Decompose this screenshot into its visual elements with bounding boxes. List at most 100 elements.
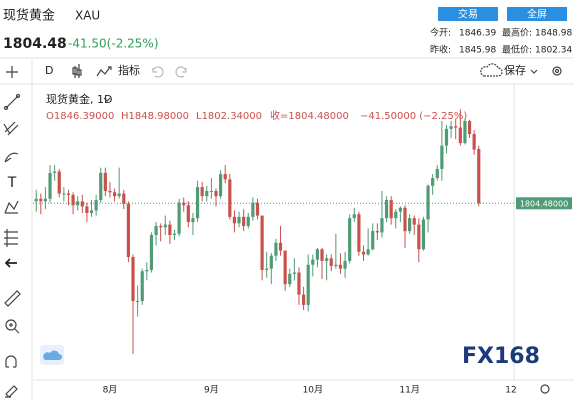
candle-body: [200, 187, 204, 197]
settings[interactable]: [552, 66, 562, 76]
candle-body: [329, 258, 333, 267]
candle-body: [186, 205, 190, 223]
candle-body: [34, 198, 38, 202]
stat-value: 1846.39: [459, 29, 496, 39]
candle-body: [371, 231, 375, 250]
undo[interactable]: [152, 66, 164, 78]
candle-body: [288, 273, 292, 285]
candle-body: [39, 198, 43, 202]
candle-body: [255, 202, 260, 216]
candle-body: [325, 258, 329, 261]
legend-high: H1848.98000: [121, 111, 189, 122]
x-tick-label: 8月: [103, 385, 118, 396]
candle-body: [66, 193, 71, 195]
candle-body: [159, 225, 163, 228]
candle-body: [228, 179, 232, 217]
candle-body: [246, 216, 250, 226]
x-tick-label: 11月: [399, 385, 419, 396]
candle-body: [389, 200, 393, 219]
indicators[interactable]: 指标: [118, 63, 140, 77]
candle-body: [426, 185, 430, 220]
line-tool[interactable]: [5, 95, 19, 109]
candle-body: [154, 225, 158, 235]
candle-body: [112, 192, 117, 197]
candle-body: [43, 198, 48, 202]
interval[interactable]: D: [45, 64, 53, 77]
indicator-icon[interactable]: [96, 66, 112, 77]
fullscreen-button[interactable]: [507, 7, 567, 21]
candle-body: [274, 242, 278, 256]
candle-body: [103, 172, 107, 191]
settings[interactable]: [554, 68, 560, 74]
save-menu[interactable]: [530, 69, 538, 74]
candle-body: [195, 187, 200, 219]
candle-body: [311, 259, 315, 265]
chart-style[interactable]: [72, 64, 82, 78]
candle-body: [48, 172, 52, 199]
candle-body: [62, 193, 66, 195]
crosshair-tool[interactable]: [6, 66, 18, 78]
symbol-name: 现货黄金: [3, 8, 55, 24]
zoom-tool[interactable]: [9, 323, 20, 334]
trade-button-label[interactable]: 交易: [458, 8, 478, 21]
candle-body: [237, 216, 241, 224]
candle-body: [431, 178, 435, 186]
x-tick-label: 9月: [204, 385, 219, 396]
candle-body: [320, 249, 324, 261]
candle-body: [99, 172, 103, 201]
candle-body: [380, 218, 384, 233]
magnet-tool[interactable]: [5, 355, 17, 368]
candle-body: [412, 218, 416, 225]
candle-body: [301, 294, 306, 305]
fullscreen-button-label[interactable]: 全屏: [527, 8, 547, 21]
candle-body: [269, 255, 273, 269]
collapse-tool[interactable]: [4, 258, 17, 268]
text-tool[interactable]: T: [7, 175, 17, 191]
candle-body: [163, 224, 167, 228]
stat-label: 最低价:: [502, 44, 532, 56]
fib-tool[interactable]: [4, 229, 18, 247]
line-tool[interactable]: [3, 105, 9, 111]
candle-body: [209, 190, 213, 192]
legend-menu[interactable]: [103, 97, 111, 102]
candle-body: [85, 206, 89, 213]
candle-body: [366, 249, 370, 255]
candle-body: [117, 193, 121, 197]
candle-body: [421, 219, 426, 250]
candle-body: [94, 200, 98, 211]
symbol-code: XAU: [75, 9, 100, 23]
brush-tool[interactable]: [4, 152, 19, 163]
axis-settings[interactable]: [540, 384, 550, 394]
pattern-tool[interactable]: [4, 200, 19, 214]
save[interactable]: 保存: [504, 63, 526, 77]
cloud-badge-icon[interactable]: [43, 350, 62, 360]
candle-body: [57, 171, 61, 194]
candle-body: [338, 264, 343, 269]
price-change: -41.50(-2.25%): [68, 37, 159, 51]
cloud-icon[interactable]: [480, 63, 503, 77]
zoom-tool[interactable]: [5, 319, 17, 331]
pencil-tool[interactable]: [5, 385, 18, 398]
line-tool[interactable]: [15, 93, 21, 99]
candle-body: [108, 190, 112, 193]
x-tick-label: 10月: [303, 385, 323, 396]
pitchfork-tool[interactable]: [3, 121, 19, 136]
candle-body: [361, 251, 366, 255]
candle-body: [352, 214, 356, 219]
ruler-tool[interactable]: [4, 290, 21, 307]
last-price-box: [516, 197, 572, 210]
redo[interactable]: [175, 66, 187, 78]
candle-body: [454, 126, 458, 128]
candle-body: [467, 121, 472, 135]
candle-body: [232, 216, 237, 224]
candle-body: [449, 126, 453, 129]
candle-body: [145, 269, 149, 272]
stat-label: 最高价:: [502, 27, 532, 39]
candle-body: [89, 210, 94, 213]
candle-body: [435, 168, 439, 179]
candle-body: [375, 231, 379, 233]
trade-button[interactable]: [438, 7, 498, 21]
legend-open: O1846.39000: [46, 111, 114, 122]
